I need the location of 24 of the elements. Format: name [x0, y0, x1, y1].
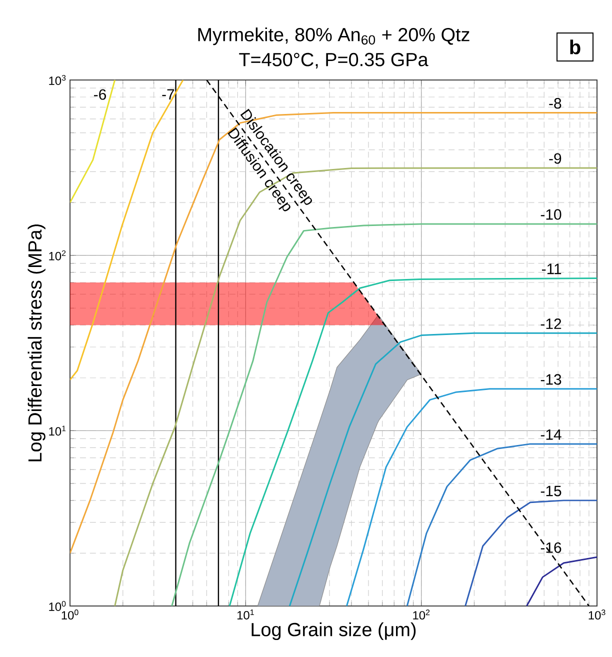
- x-tick-label: 10$^{3}$: [588, 610, 606, 620]
- series-label: -11: [542, 264, 562, 274]
- y-tick-label: 10$^{3}$: [49, 74, 66, 85]
- series-label: -6: [94, 89, 106, 100]
- series-label: -13: [540, 374, 562, 385]
- series-label: -7: [162, 89, 174, 100]
- series-label: -9: [549, 153, 562, 164]
- x-axis-title: Log Grain size (μm): [252, 622, 416, 640]
- x-tick-label: 10$^{1}$: [237, 610, 254, 620]
- text: b: [570, 40, 580, 54]
- series-label: -12: [540, 318, 562, 329]
- y-tick-label: 10$^{2}$: [49, 250, 66, 260]
- x-tick-label: 10$^{2}$: [413, 610, 430, 620]
- series-label: -8: [549, 98, 562, 109]
- series-label: -10: [540, 209, 562, 220]
- x-tick-label: 10$^{0}$: [62, 610, 78, 620]
- y-axis-title: Log Differential stress (MPa): [28, 224, 46, 462]
- series-label: -16: [540, 542, 562, 553]
- chart-title: Myrmekite, 80% An$_{60}$ + 20% Qtz: [198, 27, 470, 46]
- y-tick-label: 10$^{0}$: [49, 600, 66, 611]
- series-label: -14: [540, 429, 562, 440]
- series-label: -15: [540, 486, 562, 496]
- chart-subtitle: T=450°C, P=0.35 GPa: [239, 52, 428, 69]
- y-tick-label: 10$^{1}$: [49, 426, 66, 436]
